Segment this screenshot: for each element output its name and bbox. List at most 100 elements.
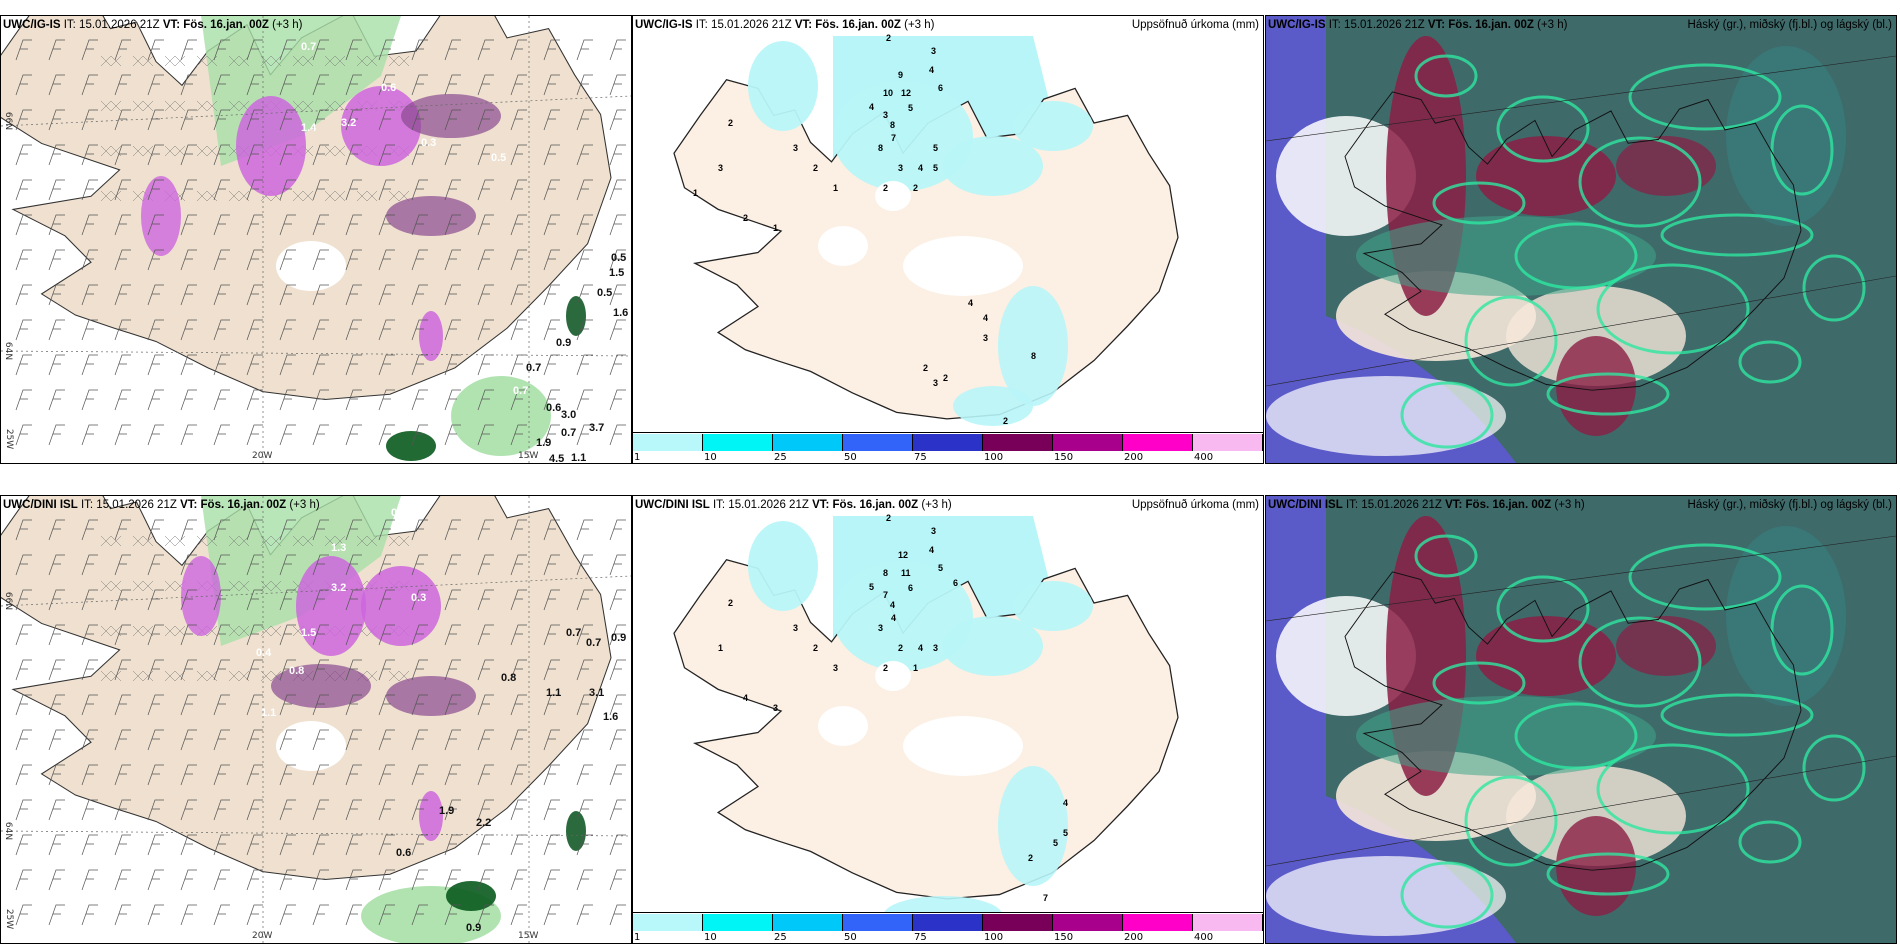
snow-hatch xyxy=(196,190,218,202)
high-cloud-area xyxy=(1356,216,1656,296)
accum-value-label: 6 xyxy=(908,583,913,593)
accum-value-label: 4 xyxy=(891,613,896,623)
accum-value-label: 4 xyxy=(968,298,973,308)
wind-barb-icon xyxy=(609,799,626,821)
wind-barb-icon xyxy=(81,834,98,856)
wind-barb-icon xyxy=(543,249,560,271)
wind-barb-icon xyxy=(15,109,32,131)
panel-subtitle: Uppsöfnuð úrkoma (mm) xyxy=(1131,19,1259,31)
wind-barb-icon xyxy=(213,319,230,341)
wind-barb-icon xyxy=(609,624,626,646)
clear-sky-area xyxy=(1266,856,1506,936)
wind-barb-icon xyxy=(213,904,230,926)
colorbar-swatch xyxy=(633,434,703,451)
wind-barb-icon xyxy=(444,109,461,131)
wind-barb-icon xyxy=(576,249,593,271)
snow-hatch xyxy=(164,55,186,67)
wind-barb-icon xyxy=(15,589,32,611)
wind-barb-icon xyxy=(411,554,428,576)
wind-barb-icon xyxy=(81,249,98,271)
wind-barb-icon xyxy=(180,389,197,411)
heavy-rain-area xyxy=(566,811,586,851)
wind-barb-icon xyxy=(312,589,329,611)
accum-value-label: 4 xyxy=(890,600,895,610)
wind-barb-icon xyxy=(246,799,263,821)
wind-barb-icon xyxy=(279,389,296,411)
accum-value-label: 3 xyxy=(931,46,936,56)
colorbar-tick-label: 100 xyxy=(984,932,1004,943)
accum-value-label: 2 xyxy=(886,513,891,523)
wind-barb-icon xyxy=(312,799,329,821)
wind-barb-icon xyxy=(411,694,428,716)
colorbar-swatch xyxy=(1193,914,1263,931)
wind-barb-icon xyxy=(345,694,362,716)
colorbar-swatch xyxy=(913,914,983,931)
wind-barb-icon xyxy=(246,424,263,446)
wind-barb-icon xyxy=(312,74,329,96)
wind-barb-icon xyxy=(279,109,296,131)
snow-area xyxy=(181,556,221,636)
wind-barb-icon xyxy=(543,424,560,446)
wind-barb-icon xyxy=(411,249,428,271)
wind-barb-icon xyxy=(114,659,131,681)
cloud-contour xyxy=(1432,181,1526,225)
wind-barb-icon xyxy=(180,214,197,236)
snow-area xyxy=(271,664,371,708)
wind-barb-icon xyxy=(411,39,428,61)
wind-barb-icon xyxy=(411,904,428,926)
wind-barb-icon xyxy=(48,354,65,376)
snow-hatch xyxy=(324,100,346,112)
wind-barb-icon xyxy=(213,589,230,611)
cloud-contour xyxy=(1546,852,1670,896)
lon-label-25w: 25W xyxy=(4,428,15,450)
wind-barb-icon xyxy=(180,284,197,306)
accum-value-label: 4 xyxy=(918,163,923,173)
accum-value-label: 1 xyxy=(718,643,723,653)
wind-barb-icon xyxy=(477,354,494,376)
precip-value-label: 1.1 xyxy=(546,687,561,699)
wind-barb-icon xyxy=(510,799,527,821)
wind-barb-icon xyxy=(477,834,494,856)
wind-barb-icon xyxy=(378,729,395,751)
accum-value-label: 1 xyxy=(913,663,918,673)
colorbar-tick-label: 1 xyxy=(634,932,641,943)
accum-value-label: 6 xyxy=(938,83,943,93)
glacier xyxy=(875,181,911,211)
cloud-layers xyxy=(1266,496,1896,943)
glacier xyxy=(903,716,1023,776)
snow-hatch xyxy=(132,145,154,157)
precip-value-label: 0.5 xyxy=(611,252,626,264)
wind-barb-icon xyxy=(378,144,395,166)
precip-value-label: 3.2 xyxy=(331,582,346,594)
accum-value-label: 12 xyxy=(901,88,911,98)
wind-barb-icon xyxy=(48,319,65,341)
cloud-contour xyxy=(1802,254,1866,322)
precip-value-label: 0.3 xyxy=(421,137,436,149)
wind-barb-icon xyxy=(180,659,197,681)
wind-barb-icon xyxy=(147,869,164,891)
wind-barb-icon xyxy=(576,74,593,96)
wind-barb-icon xyxy=(378,554,395,576)
wind-barb-icon xyxy=(477,214,494,236)
wind-barb-icon xyxy=(246,144,263,166)
accum-value-label: 5 xyxy=(933,143,938,153)
wind-barb-icon xyxy=(444,389,461,411)
wind-barb-icon xyxy=(543,519,560,541)
accum-value-label: 5 xyxy=(933,163,938,173)
accum-value-label: 2 xyxy=(728,598,733,608)
wind-barb-icon xyxy=(609,74,626,96)
wind-barb-icon xyxy=(147,554,164,576)
accum-value-label: 5 xyxy=(1053,838,1058,848)
wind-barb-icon xyxy=(114,214,131,236)
wind-precip-panel-bottom: 0.6 1.3 3.2 1.5 0.4 0.8 1.1 0.3 0.7 0.9 0.7 3.1 1.6 0… xyxy=(0,495,632,944)
precip-area xyxy=(943,616,1043,676)
precip-value-label: 0.6 xyxy=(391,507,406,519)
snow-hatch xyxy=(292,190,314,202)
wind-barb-icon xyxy=(81,354,98,376)
accum-value-label: 2 xyxy=(1028,853,1033,863)
wind-barb-icon xyxy=(246,519,263,541)
snow-hatch xyxy=(100,670,122,682)
glacier xyxy=(875,661,911,691)
snow-hatch xyxy=(132,100,154,112)
wind-barb-icon xyxy=(444,39,461,61)
